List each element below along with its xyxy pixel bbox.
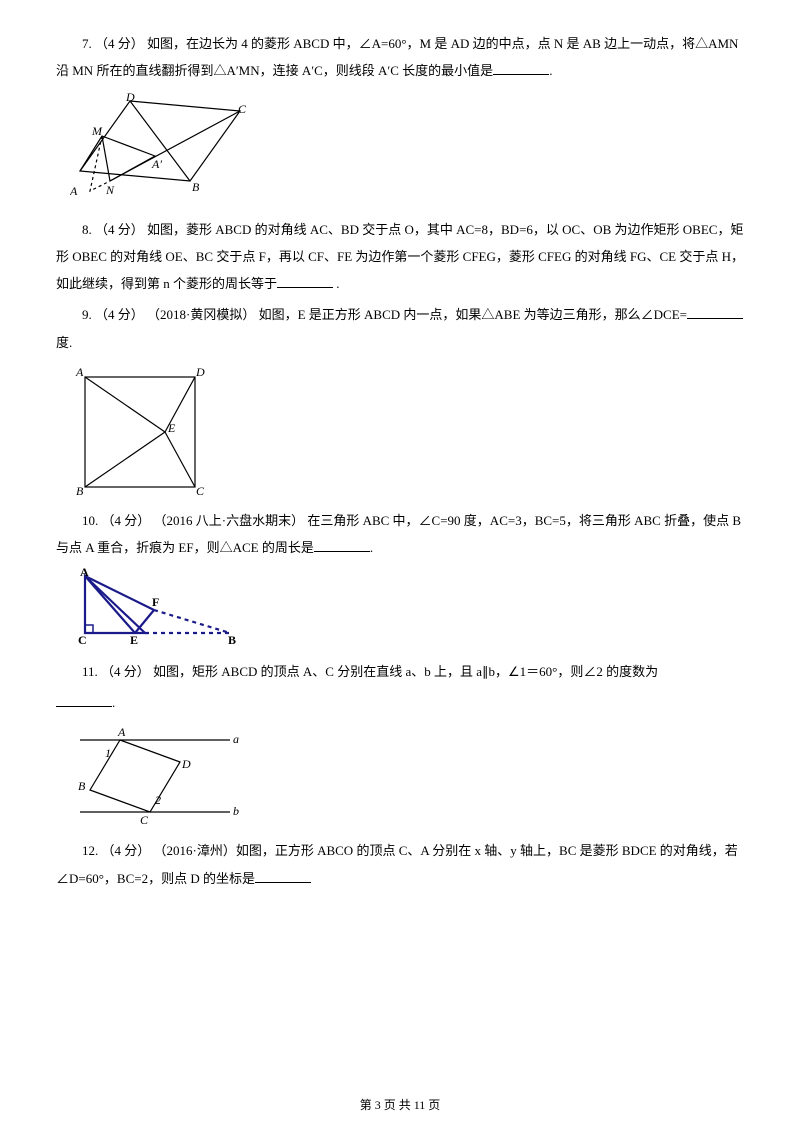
svg-text:C: C: [78, 633, 87, 647]
q11-suffix: .: [112, 695, 115, 710]
svg-text:D: D: [195, 365, 205, 379]
q12-blank: [255, 869, 311, 883]
svg-text:A′: A′: [151, 157, 162, 171]
svg-text:C: C: [196, 484, 205, 497]
q11-blank: [56, 693, 112, 707]
q7-text: 7. （4 分） 如图，在边长为 4 的菱形 ABCD 中，∠A=60°，M 是…: [56, 36, 738, 78]
svg-text:A: A: [117, 725, 126, 739]
q7-blank: [493, 61, 549, 75]
figure-10: A F C E B: [70, 568, 744, 648]
svg-text:b: b: [233, 804, 239, 818]
q7-suffix: .: [549, 63, 552, 78]
svg-text:1: 1: [105, 746, 111, 760]
q8-text: 8. （4 分） 如图，菱形 ABCD 的对角线 AC、BD 交于点 O，其中 …: [56, 222, 744, 292]
figure-9: A D E B C: [70, 362, 744, 497]
q12-text: 12. （4 分） （2016·漳州）如图，正方形 ABCO 的顶点 C、A 分…: [56, 843, 738, 885]
figure-11: Aa 1 B D 2 Cb: [70, 722, 744, 827]
svg-text:B: B: [78, 779, 86, 793]
svg-text:M: M: [91, 124, 103, 138]
question-12: 12. （4 分） （2016·漳州）如图，正方形 ABCO 的顶点 C、A 分…: [56, 837, 744, 892]
question-10: 10. （4 分） （2016 八上·六盘水期末） 在三角形 ABC 中，∠C=…: [56, 507, 744, 562]
svg-text:D: D: [125, 91, 135, 104]
question-7: 7. （4 分） 如图，在边长为 4 的菱形 ABCD 中，∠A=60°，M 是…: [56, 30, 744, 85]
svg-text:E: E: [167, 421, 176, 435]
question-9: 9. （4 分） （2018·黄冈模拟） 如图，E 是正方形 ABCD 内一点，…: [56, 301, 744, 356]
q9-blank: [687, 305, 743, 319]
figure-7: D C M A′ A N B: [70, 91, 744, 206]
svg-text:D: D: [181, 757, 191, 771]
q8-suffix: .: [333, 276, 340, 291]
svg-text:E: E: [130, 633, 138, 647]
svg-text:A: A: [70, 184, 78, 198]
page-footer: 第 3 页 共 11 页: [0, 1093, 800, 1118]
svg-text:B: B: [228, 633, 236, 647]
question-8: 8. （4 分） 如图，菱形 ABCD 的对角线 AC、BD 交于点 O，其中 …: [56, 216, 744, 298]
svg-text:B: B: [76, 484, 84, 497]
q10-suffix: .: [370, 540, 373, 555]
svg-text:B: B: [192, 180, 200, 194]
q8-blank: [277, 274, 333, 288]
q9-text: 9. （4 分） （2018·黄冈模拟） 如图，E 是正方形 ABCD 内一点，…: [82, 307, 687, 322]
svg-text:A: A: [75, 365, 84, 379]
svg-text:N: N: [105, 183, 115, 197]
svg-text:C: C: [140, 813, 149, 827]
svg-text:2: 2: [155, 793, 161, 807]
question-11: 11. （4 分） 如图，矩形 ABCD 的顶点 A、C 分别在直线 a、b 上…: [56, 658, 744, 685]
svg-text:a: a: [233, 732, 239, 746]
svg-text:C: C: [238, 102, 247, 116]
svg-text:F: F: [152, 595, 159, 609]
q10-blank: [314, 538, 370, 552]
q10-text: 10. （4 分） （2016 八上·六盘水期末） 在三角形 ABC 中，∠C=…: [56, 513, 741, 555]
svg-text:A: A: [80, 568, 89, 579]
question-11-tail: .: [56, 689, 744, 716]
q9-suffix: 度.: [56, 335, 72, 350]
q11-text: 11. （4 分） 如图，矩形 ABCD 的顶点 A、C 分别在直线 a、b 上…: [82, 664, 658, 679]
